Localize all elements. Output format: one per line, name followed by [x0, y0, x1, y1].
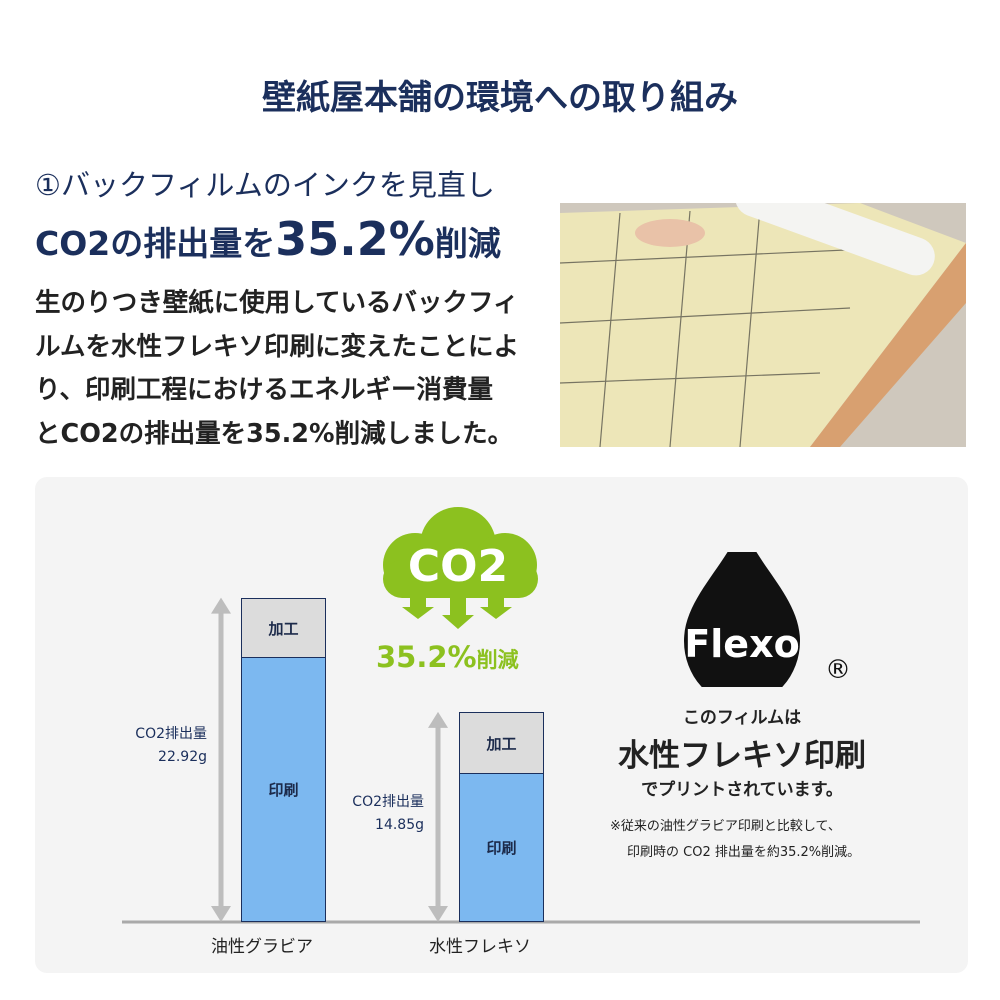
total-label-title: CO2排出量	[135, 725, 207, 742]
category-label: 油性グラビア	[211, 937, 313, 957]
bar-segment-processing: 加工	[459, 711, 544, 775]
category-label: 水性フレキソ	[429, 937, 531, 957]
reduction-label: 35.2%削減	[376, 640, 519, 674]
description-line: り、印刷工程におけるエネルギー消費量	[35, 375, 493, 405]
film-line-3: でプリントされています。	[641, 780, 843, 800]
reduction-suffix: 削減	[476, 648, 519, 672]
product-photo	[560, 203, 966, 447]
flexo-text: Flexo	[684, 622, 799, 666]
total-arrow	[211, 597, 231, 922]
total-label-value: 22.92g	[158, 748, 207, 765]
note-line-1: ※従来の油性グラビア印刷と比較して、	[610, 819, 841, 834]
film-roll-illustration	[560, 203, 966, 447]
headline-prefix: CO2の排出量を	[35, 224, 276, 263]
bar-segment-printing: 印刷	[459, 773, 544, 922]
segment-label: 加工	[268, 619, 299, 638]
total-label-value: 14.85g	[375, 816, 424, 833]
co2-cloud-icon: CO2	[383, 507, 538, 629]
segment-label: 印刷	[268, 781, 299, 800]
description-line: とCO2の排出量を35.2%削減しました。	[35, 418, 514, 449]
bar-segment-printing: 印刷	[241, 657, 326, 922]
segment-label: 印刷	[486, 839, 517, 858]
cloud-label: CO2	[408, 541, 508, 592]
registered-mark: ®	[825, 655, 851, 685]
note-line-2: 印刷時の CO2 排出量を約35.2%削減。	[627, 845, 861, 860]
bar-segment-processing: 加工	[241, 597, 326, 659]
total-label-title: CO2排出量	[352, 793, 424, 810]
flexo-drop-logo: Flexo ®	[684, 552, 851, 687]
reduction-value: 35.2%	[376, 640, 477, 674]
page-title: 壁紙屋本舗の環境への取り組み	[262, 78, 738, 118]
total-arrow	[428, 711, 448, 922]
total-label: CO2排出量 14.85g	[352, 791, 424, 837]
total-label: CO2排出量 22.92g	[135, 723, 207, 769]
description-line: ルムを水性フレキソ印刷に変えたことによ	[35, 331, 519, 362]
headline-suffix: 削減	[434, 224, 501, 263]
segment-label: 加工	[486, 734, 517, 753]
section-subtitle: ①バックフィルムのインクを見直し	[35, 168, 495, 202]
film-line-1: このフィルムは	[682, 708, 802, 728]
film-line-2: 水性フレキソ印刷	[618, 738, 866, 774]
headline-value: 35.2%	[275, 212, 435, 266]
headline: CO2の排出量を35.2%削減	[35, 212, 501, 266]
description: 生のりつき壁紙に使用しているバックフィ ルムを水性フレキソ印刷に変えたことによ …	[35, 282, 545, 456]
description-line: 生のりつき壁紙に使用しているバックフィ	[35, 288, 519, 318]
